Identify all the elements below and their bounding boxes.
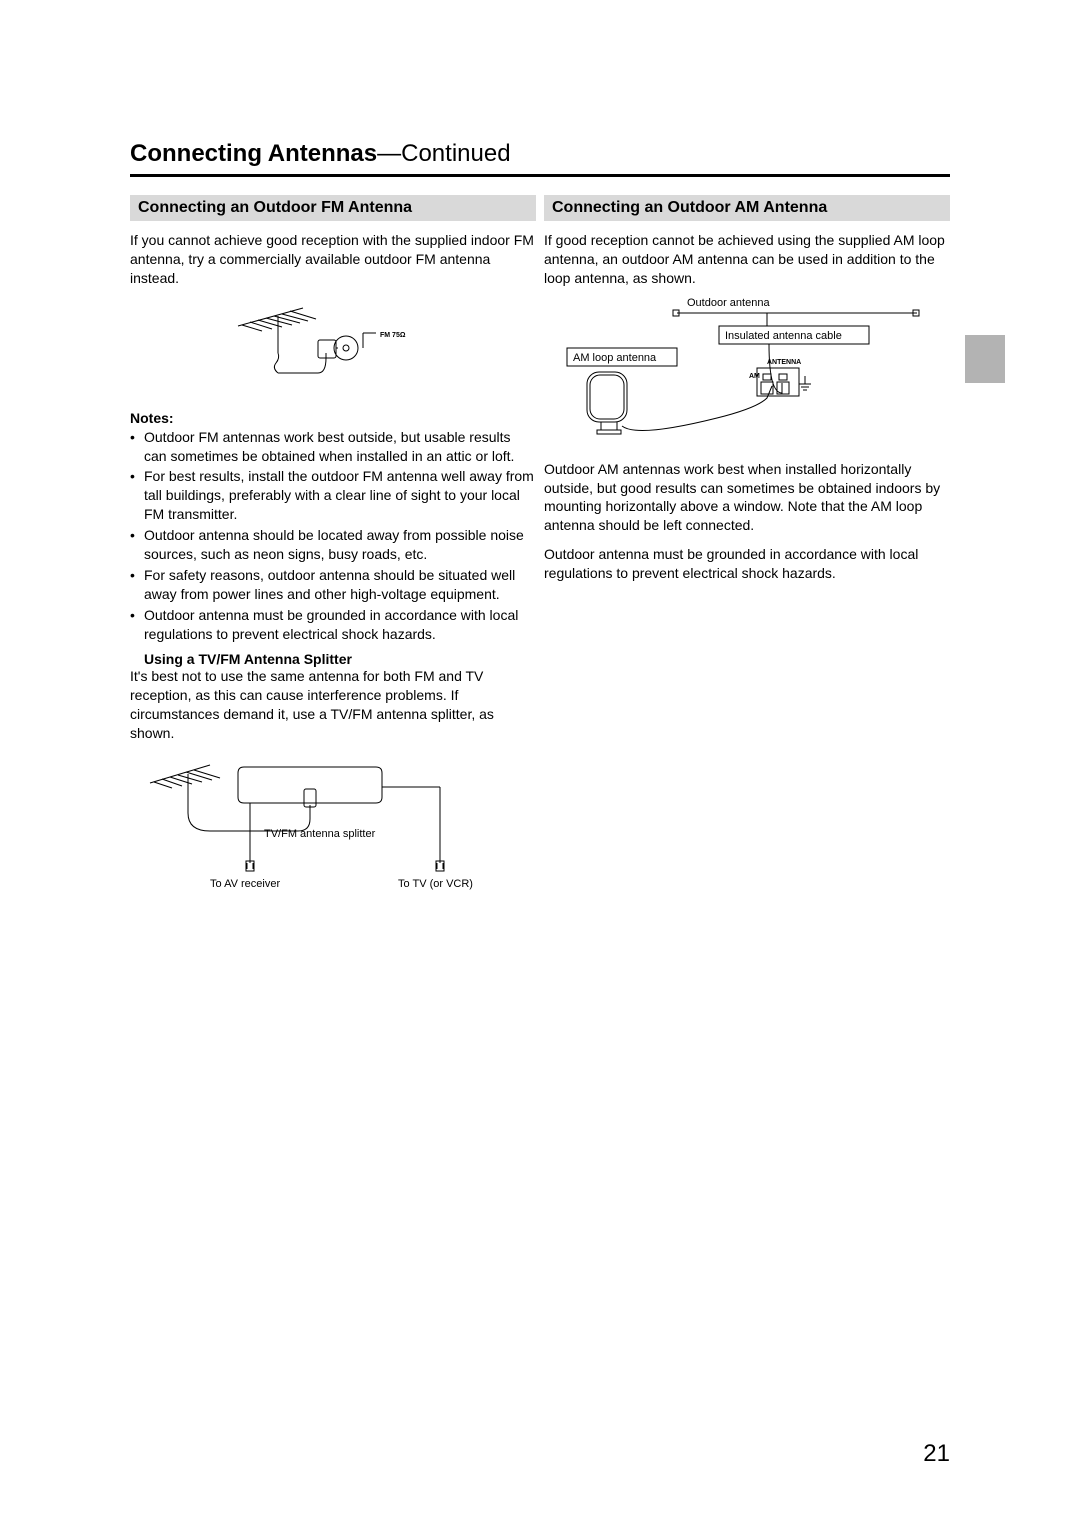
title-bold: Connecting Antennas (130, 140, 377, 167)
splitter-diagram: TV/FM antenna splitter To AV receiver To… (130, 753, 536, 893)
two-column-layout: Connecting an Outdoor FM Antenna If you … (130, 195, 950, 905)
fm-75-label: FM 75Ω (380, 332, 406, 339)
am-heading: Connecting an Outdoor AM Antenna (544, 195, 950, 221)
notes-list: Outdoor FM antennas work best outside, b… (130, 428, 536, 644)
note-item: For safety reasons, outdoor antenna shou… (130, 566, 536, 604)
am-para2: Outdoor AM antennas work best when insta… (544, 460, 950, 536)
splitter-text: It's best not to use the same antenna fo… (130, 667, 536, 743)
am-loop-label: AM loop antenna (573, 352, 657, 364)
note-item: Outdoor FM antennas work best outside, b… (130, 428, 536, 466)
left-column: Connecting an Outdoor FM Antenna If you … (130, 195, 536, 905)
title-rule (130, 174, 950, 177)
to-tv-label: To TV (or VCR) (398, 878, 473, 890)
insulated-cable-label: Insulated antenna cable (725, 330, 842, 342)
am-para3: Outdoor antenna must be grounded in acco… (544, 545, 950, 583)
page-title: Connecting Antennas—Continued (130, 140, 950, 168)
am-antenna-diagram: Outdoor antenna Insulated antenna cable … (544, 298, 950, 448)
am-terminal-label: AM (749, 373, 760, 380)
fm-antenna-diagram: FM 75Ω (130, 298, 536, 398)
note-item: Outdoor antenna should be located away f… (130, 526, 536, 564)
side-tab (965, 335, 1005, 383)
am-intro: If good reception cannot be achieved usi… (544, 231, 950, 288)
antenna-terminal-label: ANTENNA (767, 359, 801, 366)
note-item: Outdoor antenna must be grounded in acco… (130, 606, 536, 644)
title-suffix: —Continued (377, 140, 510, 167)
note-item: For best results, install the outdoor FM… (130, 467, 536, 524)
to-av-label: To AV receiver (210, 878, 280, 890)
splitter-box-label: TV/FM antenna splitter (264, 828, 376, 840)
outdoor-antenna-label: Outdoor antenna (687, 298, 770, 309)
fm-intro: If you cannot achieve good reception wit… (130, 231, 536, 288)
fm-heading: Connecting an Outdoor FM Antenna (130, 195, 536, 221)
splitter-heading: Using a TV/FM Antenna Splitter (130, 651, 536, 667)
right-column: Connecting an Outdoor AM Antenna If good… (544, 195, 950, 905)
notes-label: Notes: (130, 410, 536, 426)
page-number: 21 (923, 1440, 950, 1468)
